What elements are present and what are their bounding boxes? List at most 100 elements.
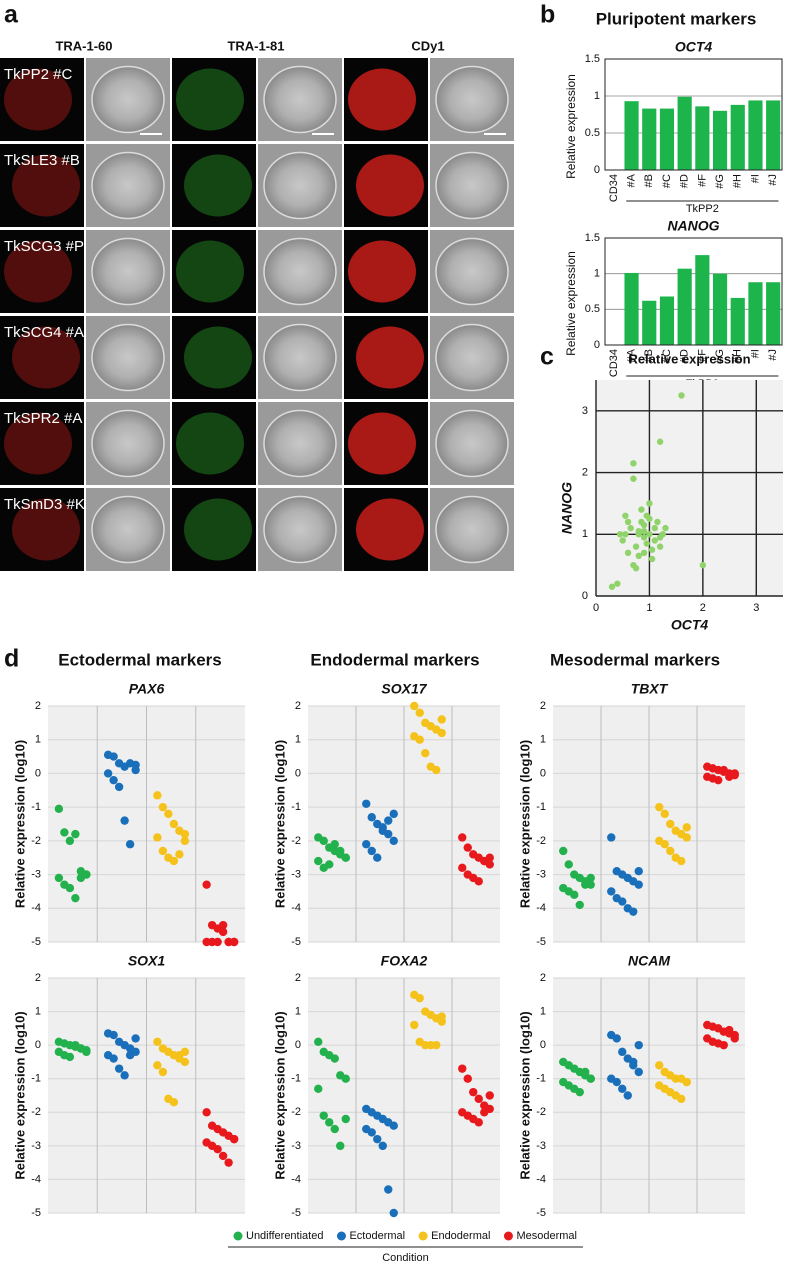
row-label: TkPP2 #C bbox=[4, 66, 73, 83]
point bbox=[586, 1074, 595, 1083]
point bbox=[648, 546, 656, 553]
y-tick-label: 2 bbox=[35, 972, 41, 984]
point bbox=[158, 846, 168, 856]
point bbox=[458, 833, 467, 842]
y-tick-label: -4 bbox=[31, 902, 41, 914]
y-tick-label: 0.5 bbox=[585, 303, 600, 315]
x-tick-label: #B bbox=[643, 174, 655, 187]
plot-frame bbox=[604, 58, 783, 171]
point bbox=[421, 749, 430, 758]
point bbox=[474, 1118, 483, 1127]
fluorescence-image bbox=[0, 402, 84, 485]
y-tick-label: 0 bbox=[295, 1039, 301, 1051]
colony bbox=[435, 495, 509, 564]
point bbox=[202, 1108, 211, 1117]
bar bbox=[730, 104, 745, 170]
colony bbox=[91, 495, 165, 564]
legend-label: Endodermal bbox=[431, 1230, 490, 1242]
point bbox=[570, 890, 579, 899]
legend-title: Condition bbox=[382, 1252, 428, 1264]
point bbox=[82, 1047, 91, 1057]
y-tick-label: -1 bbox=[31, 1073, 41, 1085]
y-tick-label: -4 bbox=[31, 1173, 41, 1185]
point bbox=[218, 920, 228, 930]
point bbox=[158, 802, 168, 812]
y-axis-label: Relative expression (log10) bbox=[517, 740, 532, 908]
point bbox=[218, 1151, 228, 1161]
y-axis-label: Relative expression (log10) bbox=[272, 740, 287, 908]
x-tick-label: #D bbox=[679, 174, 691, 188]
bar bbox=[748, 282, 763, 345]
x-tick-label: #F bbox=[696, 174, 708, 187]
y-tick-label: -2 bbox=[31, 835, 41, 847]
group-label: TkPP2 bbox=[686, 203, 719, 215]
point bbox=[153, 791, 162, 800]
x-tick-label: CD34 bbox=[608, 174, 620, 202]
y-tick-label: -4 bbox=[536, 902, 546, 914]
point bbox=[71, 829, 80, 839]
point bbox=[125, 840, 135, 849]
bar bbox=[730, 297, 745, 345]
point bbox=[474, 1094, 483, 1104]
point bbox=[437, 728, 446, 738]
y-tick-label: -1 bbox=[291, 801, 301, 813]
x-tick-label: #H bbox=[732, 174, 744, 188]
y-tick-label: 0 bbox=[295, 767, 301, 779]
y-tick-label: 0.5 bbox=[585, 127, 600, 139]
x-tick-label: #G bbox=[714, 174, 726, 189]
point bbox=[612, 1034, 621, 1043]
bar bbox=[677, 268, 692, 345]
point bbox=[389, 836, 398, 846]
y-tick-label: -4 bbox=[536, 1173, 546, 1185]
point bbox=[618, 1084, 627, 1093]
point bbox=[651, 537, 658, 544]
point bbox=[410, 701, 419, 711]
chart-title: PAX6 bbox=[129, 681, 165, 697]
y-tick-label: 1 bbox=[594, 90, 600, 102]
point bbox=[389, 809, 398, 819]
x-tick-label: #F bbox=[696, 349, 708, 362]
colony-signal bbox=[356, 326, 424, 389]
point bbox=[682, 823, 691, 832]
point bbox=[432, 765, 441, 775]
bar bbox=[712, 273, 728, 345]
point bbox=[378, 1141, 387, 1151]
colony bbox=[91, 409, 165, 478]
point bbox=[325, 860, 334, 869]
point bbox=[180, 1057, 190, 1067]
bar bbox=[677, 96, 692, 170]
point bbox=[336, 846, 345, 856]
colony bbox=[263, 151, 337, 220]
point bbox=[54, 873, 64, 883]
point bbox=[362, 840, 371, 849]
point bbox=[581, 1067, 590, 1077]
point bbox=[169, 1098, 179, 1107]
point bbox=[131, 760, 140, 770]
point bbox=[485, 853, 494, 862]
bar bbox=[642, 300, 657, 345]
x-tick-label: #D bbox=[679, 349, 691, 363]
point bbox=[730, 1034, 739, 1043]
point bbox=[682, 833, 691, 842]
point bbox=[660, 809, 669, 819]
panel-label: b bbox=[540, 1, 555, 29]
y-tick-label: -3 bbox=[536, 868, 546, 880]
point bbox=[60, 828, 69, 837]
colony-signal bbox=[184, 498, 252, 561]
chart-title: OCT4 bbox=[675, 39, 713, 55]
section-title: Ectodermal markers bbox=[58, 650, 221, 669]
x-tick-label: #A bbox=[625, 348, 637, 362]
bar bbox=[695, 255, 710, 345]
point bbox=[410, 1020, 419, 1030]
point bbox=[65, 836, 75, 846]
point bbox=[623, 1091, 632, 1100]
colony bbox=[435, 151, 509, 220]
chart-title: NANOG bbox=[667, 218, 719, 234]
x-tick-label: #B bbox=[643, 349, 655, 362]
point bbox=[607, 833, 616, 842]
column-header: TRA-1-60 bbox=[55, 38, 112, 53]
point bbox=[109, 1030, 118, 1040]
point bbox=[575, 900, 584, 910]
point bbox=[330, 840, 339, 849]
legend-label: Undifferentiated bbox=[246, 1230, 323, 1242]
